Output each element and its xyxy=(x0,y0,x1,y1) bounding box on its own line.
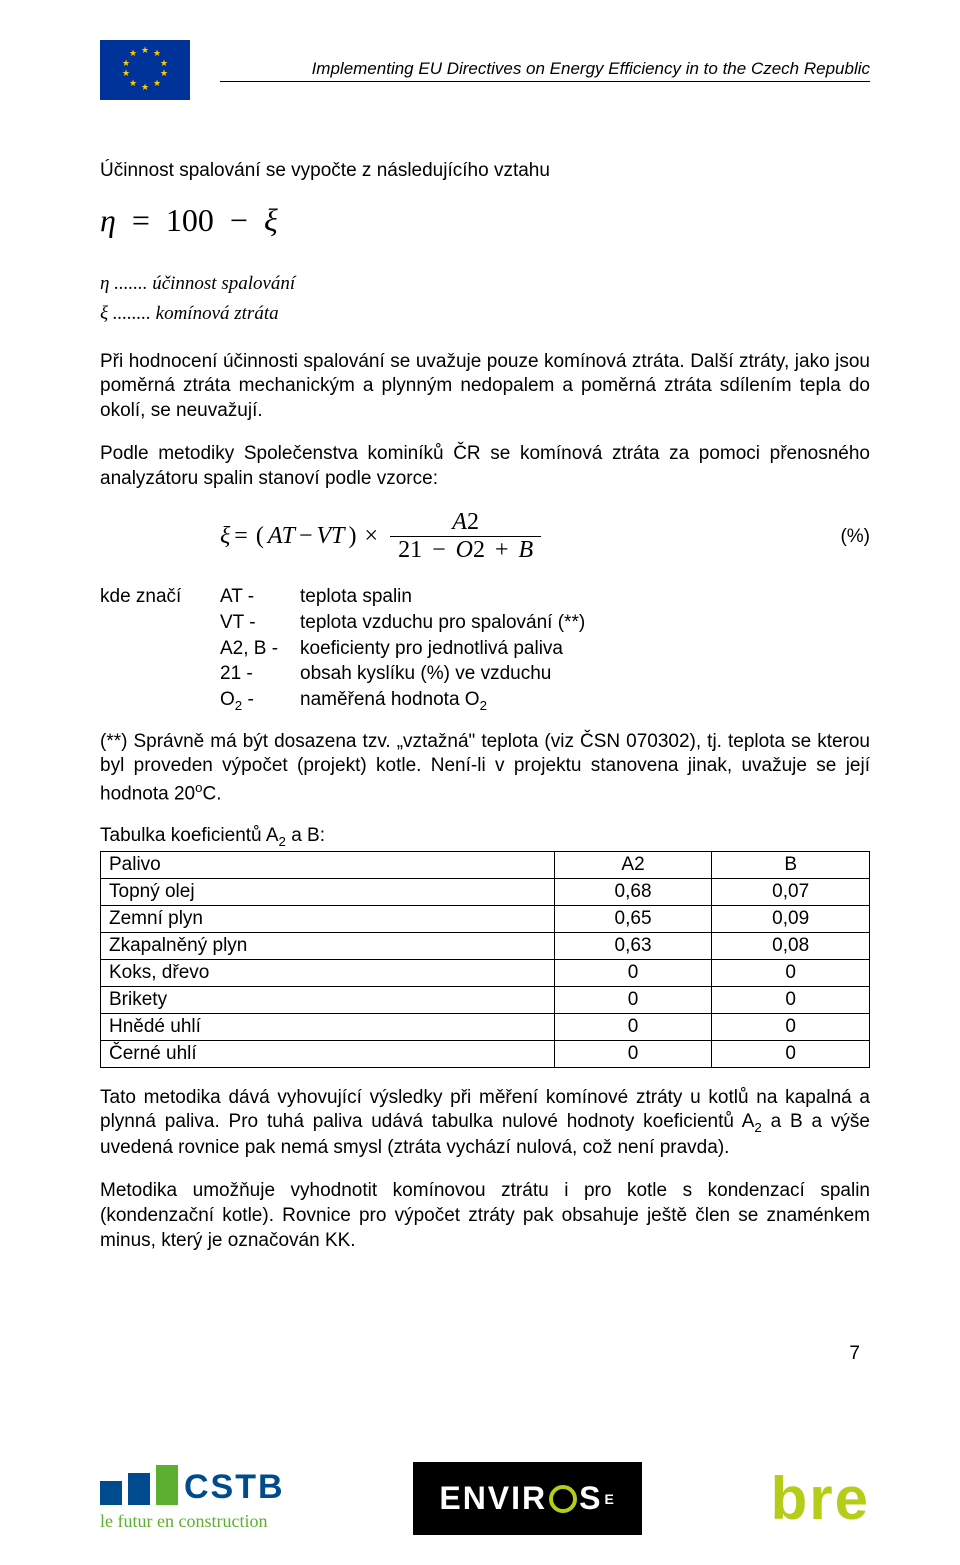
enviros-text-1: ENVIR xyxy=(439,1480,547,1517)
eq-op: = xyxy=(132,202,150,238)
table-row: Topný olej0,680,07 xyxy=(101,878,870,905)
bre-logo: bre xyxy=(771,1464,870,1533)
f-lp: ( xyxy=(256,523,264,550)
enviros-text-2: S xyxy=(579,1480,602,1517)
f-times: × xyxy=(365,523,379,550)
def-row-0: kde značí AT - teplota spalin xyxy=(100,584,870,610)
symbol-line-2: ξ ........ komínová ztráta xyxy=(100,299,870,329)
def-c2-2: A2, B - xyxy=(220,636,300,662)
f-num-2: 2 xyxy=(467,509,479,535)
header-underline xyxy=(220,81,870,82)
main-equation: η = 100 − ξ xyxy=(100,202,870,239)
xi-formula: ξ = ( AT − VT ) × A2 21 − O2 + B xyxy=(220,509,541,564)
def-c3-2: koeficienty pro jednotlivá paliva xyxy=(300,636,870,662)
formula-unit: (%) xyxy=(840,526,870,548)
paragraph-3: (**) Správně má být dosazena tzv. „vztaž… xyxy=(100,730,870,807)
sym-txt2: komínová ztráta xyxy=(156,303,279,324)
definitions: kde značí AT - teplota spalin VT - teplo… xyxy=(100,584,870,714)
def-row-3: 21 - obsah kyslíku (%) ve vzduchu xyxy=(100,661,870,687)
f-num-a: A xyxy=(452,509,467,535)
f-xi: ξ xyxy=(220,523,230,550)
def-row-1: VT - teplota vzduchu pro spalování (**) xyxy=(100,610,870,636)
table-caption: Tabulka koeficientů A2 a B: xyxy=(100,825,870,849)
f-d21: 21 xyxy=(398,537,422,563)
f-at: AT xyxy=(268,523,295,550)
sym-txt1: účinnost spalování xyxy=(152,273,295,294)
formula-row: ξ = ( AT − VT ) × A2 21 − O2 + B xyxy=(100,509,870,564)
th-a2: A2 xyxy=(554,851,712,878)
sym-dots1: ....... xyxy=(114,273,147,294)
footer-logos: CSTB le futur en construction ENVIR SE br… xyxy=(100,1462,870,1535)
sym-xi: ξ xyxy=(100,303,108,324)
table-row: Černé uhlí00 xyxy=(101,1040,870,1067)
symbol-line-1: η ....... účinnost spalování xyxy=(100,269,870,299)
def-c2-0: AT - xyxy=(220,584,300,610)
cstb-tagline: le futur en construction xyxy=(100,1511,285,1532)
p3b: C. xyxy=(203,783,222,804)
cstb-bars-icon xyxy=(100,1465,184,1505)
header-title: Implementing EU Directives on Energy Eff… xyxy=(210,59,870,79)
enviros-o-icon xyxy=(549,1485,577,1513)
f-dplus: + xyxy=(495,537,509,563)
paragraph-5: Metodika umožňuje vyhodnotit komínovou z… xyxy=(100,1179,870,1253)
f-do2: 2 xyxy=(473,537,485,563)
eu-flag-icon: ★ ★ ★ ★ ★ ★ ★ ★ ★ ★ xyxy=(100,40,190,100)
table-header-row: Palivo A2 B xyxy=(101,851,870,878)
def-c2-3: 21 - xyxy=(220,661,300,687)
th-b: B xyxy=(712,851,870,878)
header-row: ★ ★ ★ ★ ★ ★ ★ ★ ★ ★ Implementing EU Dire… xyxy=(100,40,870,100)
f-minus: − xyxy=(299,523,313,550)
paragraph-1: Při hodnocení účinnosti spalování se uva… xyxy=(100,350,870,424)
def-c2-1: VT - xyxy=(220,610,300,636)
th-palivo: Palivo xyxy=(101,851,555,878)
def-row-4: O2 - naměřená hodnota O2 xyxy=(100,687,870,715)
sym-dots2: ........ xyxy=(113,303,151,324)
eq-xi: ξ xyxy=(264,202,278,238)
def-c3-1: teplota vzduchu pro spalování (**) xyxy=(300,610,870,636)
def-kde: kde značí xyxy=(100,584,220,610)
page: ★ ★ ★ ★ ★ ★ ★ ★ ★ ★ Implementing EU Dire… xyxy=(0,0,960,1565)
table-row: Koks, dřevo00 xyxy=(101,959,870,986)
def-c3-3: obsah kyslíku (%) ve vzduchu xyxy=(300,661,870,687)
f-num: A2 xyxy=(444,509,487,536)
f-dminus: − xyxy=(432,537,446,563)
def-c2-4: O2 - xyxy=(220,687,300,715)
eq-lhs: η xyxy=(100,202,116,238)
header-title-wrap: Implementing EU Directives on Energy Eff… xyxy=(210,59,870,82)
cstb-text: CSTB xyxy=(184,1468,285,1507)
f-db: B xyxy=(519,537,534,563)
paragraph-4: Tato metodika dává vyhovující výsledky p… xyxy=(100,1086,870,1161)
cstb-logo: CSTB le futur en construction xyxy=(100,1465,285,1532)
coefficient-table: Palivo A2 B Topný olej0,680,07 Zemní ply… xyxy=(100,851,870,1068)
symbol-definitions: η ....... účinnost spalování ξ ........ … xyxy=(100,269,870,330)
f-rp: ) xyxy=(349,523,357,550)
enviros-logo: ENVIR SE xyxy=(413,1462,641,1535)
eq-minus: − xyxy=(230,202,248,238)
enviros-sup-e: E xyxy=(604,1491,615,1507)
table-row: Brikety00 xyxy=(101,986,870,1013)
paragraph-2: Podle metodiky Společenstva kominíků ČR … xyxy=(100,442,870,491)
def-c3-4: naměřená hodnota O2 xyxy=(300,687,870,715)
sym-eta: η xyxy=(100,273,109,294)
table-row: Zkapalněný plyn0,630,08 xyxy=(101,932,870,959)
f-eq: = xyxy=(234,523,248,550)
table-row: Zemní plyn0,650,09 xyxy=(101,905,870,932)
eq-100: 100 xyxy=(166,202,214,238)
def-row-2: A2, B - koeficienty pro jednotlivá paliv… xyxy=(100,636,870,662)
f-fraction: A2 21 − O2 + B xyxy=(390,509,541,564)
f-vt: VT xyxy=(317,523,345,550)
intro-text: Účinnost spalování se vypočte z následuj… xyxy=(100,160,870,182)
table-row: Hnědé uhlí00 xyxy=(101,1013,870,1040)
f-do: O xyxy=(456,537,473,563)
page-number: 7 xyxy=(849,1343,860,1365)
def-c3-0: teplota spalin xyxy=(300,584,870,610)
p3deg: o xyxy=(195,780,202,795)
f-den: 21 − O2 + B xyxy=(390,537,541,564)
